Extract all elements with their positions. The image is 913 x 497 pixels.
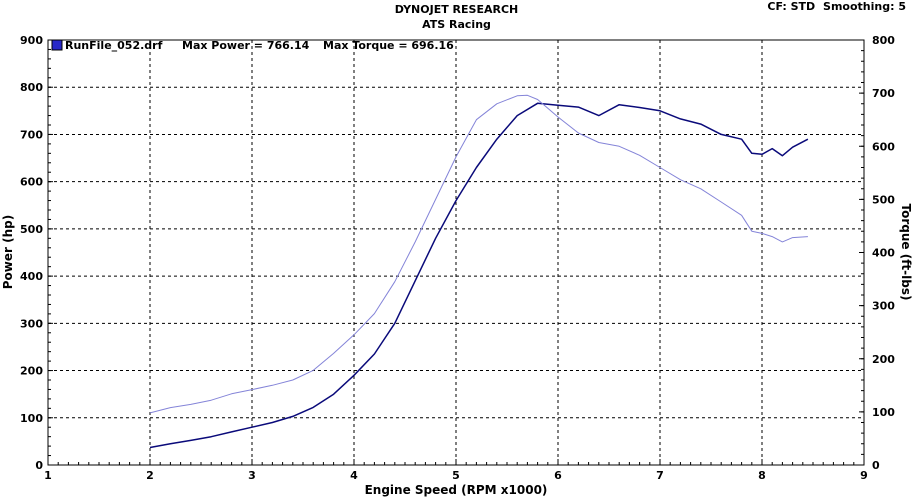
- y-tick-label: 400: [20, 270, 43, 283]
- y-tick-label: 100: [20, 412, 43, 425]
- x-tick-label: 3: [248, 469, 256, 482]
- legend: RunFile_052.drf Max Power = 766.14 Max T…: [51, 39, 454, 52]
- smoothing-label: Smoothing: 5: [823, 0, 906, 13]
- cf-label: CF: STD: [767, 0, 816, 13]
- x-tick-label: 4: [350, 469, 358, 482]
- series-line-power: [149, 102, 809, 449]
- y-tick-label: 500: [20, 223, 43, 236]
- x-tick-label: 1: [44, 469, 52, 482]
- legend-max-torque: Max Torque = 696.16: [323, 39, 454, 52]
- legend-run-file: RunFile_052.drf: [65, 39, 163, 52]
- y2-tick-label: 400: [872, 247, 895, 260]
- x-tick-label: 5: [452, 469, 460, 482]
- legend-swatch: [51, 39, 63, 51]
- y2-tick-label: 700: [872, 87, 895, 100]
- x-tick-label: 7: [656, 469, 664, 482]
- y2-tick-label: 0: [872, 459, 880, 472]
- chart-title: DYNOJET RESEARCH: [394, 3, 519, 16]
- y-tick-label: 600: [20, 176, 43, 189]
- data-lines: [149, 94, 809, 449]
- y2-tick-label: 600: [872, 140, 895, 153]
- x-axis-ticks: 1 2 3 4 5 6 7 8 9: [44, 459, 868, 482]
- series-line-torque: [149, 94, 808, 414]
- y-tick-label: 800: [20, 81, 43, 94]
- y-tick-label: 700: [20, 128, 43, 141]
- legend-max-power: Max Power = 766.14: [182, 39, 310, 52]
- y2-tick-label: 800: [872, 34, 895, 47]
- y-axis-label: Power (hp): [1, 215, 15, 289]
- y-axis-ticks: 0 100 200 300 400 500 600 700 800 900: [20, 34, 53, 472]
- y-tick-label: 900: [20, 34, 43, 47]
- x-tick-label: 6: [554, 469, 562, 482]
- x-tick-label: 9: [860, 469, 868, 482]
- x-tick-label: 8: [758, 469, 766, 482]
- y-tick-label: 300: [20, 317, 43, 330]
- x-tick-label: 2: [146, 469, 154, 482]
- y2-tick-label: 100: [872, 406, 895, 419]
- x-axis-label: Engine Speed (RPM x1000): [365, 483, 548, 497]
- dyno-settings: CF: STD Smoothing: 5: [763, 0, 906, 13]
- chart-subtitle: ATS Racing: [422, 18, 491, 31]
- y2-tick-label: 300: [872, 300, 895, 313]
- y2-axis-label: Torque (ft-lbs): [899, 204, 913, 301]
- y2-axis-ticks: 0 100 200 300 400 500 600 700 800: [859, 34, 895, 472]
- grid-lines: [48, 40, 864, 465]
- y-tick-label: 0: [35, 459, 43, 472]
- y2-tick-label: 500: [872, 193, 895, 206]
- y2-tick-label: 200: [872, 353, 895, 366]
- y-tick-label: 200: [20, 365, 43, 378]
